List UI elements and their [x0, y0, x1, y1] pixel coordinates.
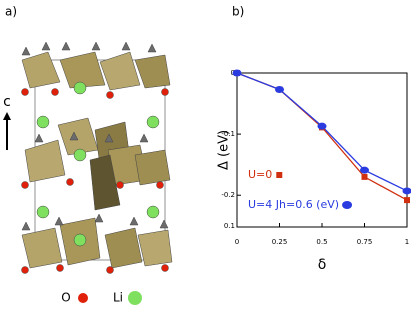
x-axis-label: δ [318, 257, 327, 273]
panel-a: a) [3, 5, 173, 305]
legend-swatch [342, 201, 353, 209]
x-tick-label: 0 [235, 238, 239, 246]
corner-label: 0.1 [224, 222, 235, 230]
series-line [236, 72, 408, 201]
y-tick-label: -0.1 [221, 130, 235, 138]
legend-label: U=4 Jh=0.6 (eV) [248, 198, 339, 211]
x-tick-label: 0.75 [357, 238, 373, 246]
marker [275, 86, 284, 93]
y-tick-label: -0.2 [221, 191, 235, 199]
legend-li-swatch [128, 291, 142, 305]
marker [404, 197, 410, 204]
c-axis-arrowhead [3, 112, 11, 120]
crystal-structure [21, 41, 173, 274]
y-axis-label: Δ (eV) [217, 130, 232, 170]
x-tick-label: 0.5 [316, 238, 327, 246]
marker [232, 69, 242, 77]
legend-swatch [276, 172, 283, 178]
marker [317, 122, 327, 130]
legend-o: O [61, 291, 70, 305]
x-tick-label: 1 [405, 238, 409, 246]
panel-label: a) [5, 5, 17, 19]
panel-label: b) [232, 5, 244, 19]
legend-label: U=0 [248, 168, 272, 181]
axis-label: c [3, 94, 11, 110]
marker [402, 187, 411, 195]
legend-li: Li [113, 291, 123, 305]
marker [360, 166, 369, 174]
legend-o-swatch [78, 293, 88, 303]
x-tick-label: 0.25 [272, 238, 288, 246]
marker [361, 173, 368, 180]
